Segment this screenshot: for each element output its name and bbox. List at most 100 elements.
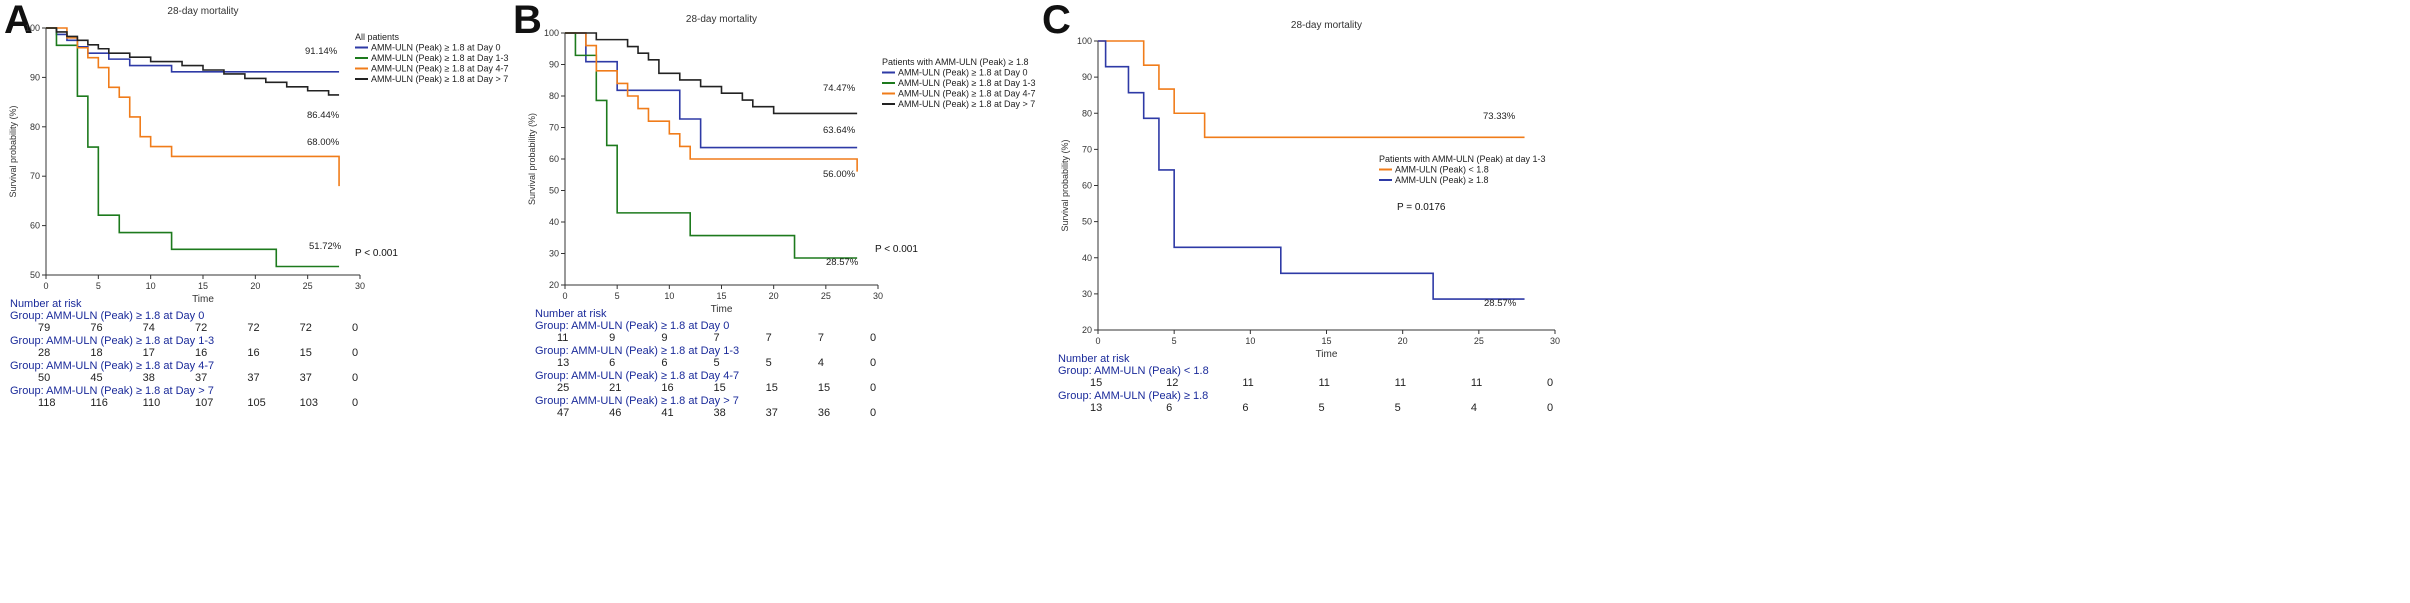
risk-value: 9 bbox=[609, 332, 616, 344]
risk-row: 47 46 41 38 37 36 0 bbox=[535, 407, 898, 420]
risk-value: 15 bbox=[1090, 377, 1103, 389]
risk-value: 28 bbox=[38, 347, 51, 359]
y-tick-label: 50 bbox=[549, 186, 559, 196]
risk-value: 0 bbox=[1547, 377, 1554, 389]
risk-value: 16 bbox=[195, 347, 208, 359]
legend-entry: AMM-ULN (Peak) < 1.8 bbox=[1395, 165, 1489, 175]
chart-title: 28-day mortality bbox=[686, 14, 757, 25]
x-tick-label: 5 bbox=[96, 281, 101, 291]
risk-value: 11 bbox=[1394, 377, 1407, 389]
survival-curve-orange bbox=[565, 32, 858, 172]
survival-curve-blue bbox=[565, 32, 858, 149]
risk-row: 15 12 11 11 11 11 0 bbox=[1058, 377, 1575, 390]
end-label-green: 51.72% bbox=[309, 241, 342, 252]
risk-value: 5 bbox=[765, 357, 772, 369]
end-label-black: 86.44% bbox=[307, 110, 340, 121]
risk-value: 105 bbox=[247, 397, 266, 409]
risk-value: 5 bbox=[1318, 402, 1325, 414]
risk-value: 38 bbox=[713, 407, 726, 419]
risk-group-label: Group: AMM-ULN (Peak) ≥ 1.8 at Day 0 bbox=[10, 310, 205, 322]
risk-value: 72 bbox=[299, 322, 312, 334]
x-tick-label: 15 bbox=[1321, 336, 1331, 346]
y-tick-label: 90 bbox=[30, 72, 40, 82]
risk-value: 6 bbox=[661, 357, 668, 369]
x-tick-label: 5 bbox=[1172, 336, 1177, 346]
x-tick-label: 0 bbox=[43, 281, 48, 291]
risk-value: 50 bbox=[38, 372, 51, 384]
risk-value: 16 bbox=[661, 382, 674, 394]
x-tick-label: 10 bbox=[146, 281, 156, 291]
chart-title: 28-day mortality bbox=[1291, 20, 1362, 31]
risk-value: 116 bbox=[90, 397, 108, 409]
risk-value: 7 bbox=[713, 332, 720, 344]
risk-value: 74 bbox=[142, 322, 155, 334]
risk-value: 13 bbox=[557, 357, 570, 369]
x-tick-label: 20 bbox=[769, 291, 779, 301]
risk-value: 103 bbox=[299, 397, 319, 409]
risk-value: 5 bbox=[1394, 402, 1401, 414]
risk-value: 76 bbox=[90, 322, 103, 334]
y-tick-label: 90 bbox=[1082, 72, 1092, 82]
risk-group-label: Group: AMM-ULN (Peak) ≥ 1.8 at Day 4-7 bbox=[535, 370, 740, 382]
risk-value: 0 bbox=[870, 407, 877, 419]
legend-entry: AMM-ULN (Peak) ≥ 1.8 at Day > 7 bbox=[898, 99, 1035, 109]
risk-value: 47 bbox=[557, 407, 570, 419]
x-tick-label: 20 bbox=[1398, 336, 1408, 346]
risk-value: 7 bbox=[817, 332, 824, 344]
risk-value: 16 bbox=[247, 347, 260, 359]
panel-letter-c: C bbox=[1042, 0, 1071, 42]
risk-row: 11 9 9 7 7 7 0 bbox=[535, 332, 898, 345]
legend-entry: AMM-ULN (Peak) ≥ 1.8 at Day 1-3 bbox=[898, 78, 1035, 88]
legend-title: All patients bbox=[355, 32, 400, 42]
chart-title: 28-day mortality bbox=[167, 6, 238, 17]
x-axis-label: Time bbox=[711, 304, 733, 315]
p-value: P = 0.0176 bbox=[1397, 202, 1446, 213]
risk-value: 15 bbox=[817, 382, 831, 394]
y-tick-label: 70 bbox=[1082, 144, 1092, 154]
risk-value: 107 bbox=[195, 397, 214, 409]
x-axis-label: Time bbox=[192, 294, 214, 305]
risk-value: 18 bbox=[90, 347, 103, 359]
y-tick-label: 30 bbox=[1082, 289, 1092, 299]
risk-value: 0 bbox=[352, 372, 359, 384]
x-tick-label: 15 bbox=[198, 281, 208, 291]
risk-value: 15 bbox=[299, 347, 312, 359]
risk-value: 15 bbox=[713, 382, 726, 394]
risk-value: 0 bbox=[352, 347, 359, 359]
x-tick-label: 5 bbox=[615, 291, 620, 301]
end-label-green: 28.57% bbox=[826, 257, 859, 268]
risk-row: 118 116 110 107 105 103 0 bbox=[10, 397, 380, 410]
risk-value: 37 bbox=[765, 407, 778, 419]
x-tick-label: 25 bbox=[1474, 336, 1484, 346]
risk-value: 11 bbox=[1470, 377, 1483, 389]
risk-value: 21 bbox=[609, 382, 622, 394]
y-tick-label: 70 bbox=[30, 171, 40, 181]
x-tick-label: 30 bbox=[873, 291, 883, 301]
end-label-black: 74.47% bbox=[823, 83, 856, 94]
panel-letter-b: B bbox=[513, 0, 542, 42]
y-tick-label: 20 bbox=[1082, 325, 1092, 335]
risk-header: Number at risk bbox=[1058, 353, 1130, 365]
panel-letter-a: A bbox=[4, 0, 33, 42]
survival-curve-blue bbox=[1098, 40, 1525, 300]
end-label-orange: 56.00% bbox=[823, 169, 856, 180]
survival-curve-green bbox=[46, 27, 340, 268]
risk-value: 0 bbox=[352, 322, 359, 334]
risk-value: 12 bbox=[1166, 377, 1179, 389]
risk-value: 4 bbox=[817, 357, 824, 369]
risk-row: 25 21 16 15 15 15 0 bbox=[535, 382, 898, 395]
survival-curve-black bbox=[46, 27, 340, 96]
y-tick-label: 90 bbox=[549, 60, 559, 70]
y-tick-label: 80 bbox=[549, 91, 559, 101]
risk-group-label: Group: AMM-ULN (Peak) < 1.8 bbox=[1058, 365, 1209, 377]
p-value: P < 0.001 bbox=[875, 244, 918, 255]
risk-value: 11 bbox=[1242, 377, 1254, 389]
end-label-blue: 63.64% bbox=[823, 125, 856, 136]
risk-row: 13 6 6 5 5 4 0 bbox=[1058, 402, 1575, 415]
y-tick-label: 50 bbox=[30, 270, 40, 280]
risk-value: 38 bbox=[142, 372, 155, 384]
risk-value: 37 bbox=[299, 372, 312, 384]
legend-entry: AMM-ULN (Peak) ≥ 1.8 at Day > 7 bbox=[371, 74, 508, 84]
risk-row: 79 76 74 72 72 72 0 bbox=[10, 322, 380, 335]
